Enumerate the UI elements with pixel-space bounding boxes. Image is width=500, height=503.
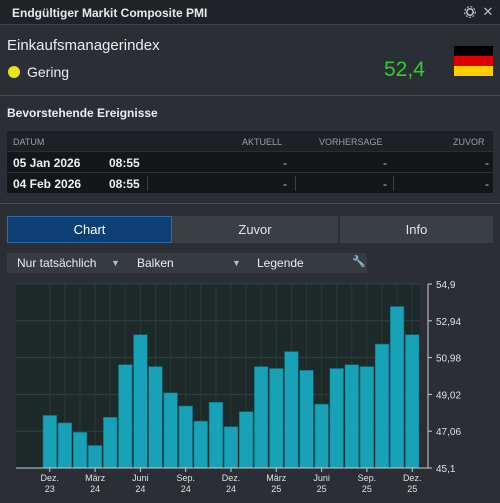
column-header-forecast: VORHERSAGE: [319, 137, 383, 147]
x-tick-label-year: 23: [45, 484, 55, 494]
chevron-down-icon[interactable]: ▼: [232, 258, 241, 268]
event-time: 08:55: [109, 177, 140, 191]
x-tick-label-month: Juni: [132, 473, 149, 483]
x-tick-label-year: 25: [317, 484, 327, 494]
chart-bar: [254, 366, 269, 469]
chart-bar: [314, 403, 329, 469]
chart-bar: [148, 366, 163, 469]
x-tick-label-month: Dez.: [222, 473, 241, 483]
x-tick-label-year: 24: [226, 484, 236, 494]
y-tick-label: 52,94: [436, 317, 461, 328]
x-tick-label-year: 25: [362, 484, 372, 494]
events-title: Bevorstehende Ereignisse: [7, 106, 158, 120]
event-date: 05 Jan 2026: [13, 156, 81, 170]
chart-style-dropdown[interactable]: Balken: [137, 256, 174, 270]
importance-label: Gering: [27, 64, 70, 80]
importance-rating: Gering: [8, 64, 69, 80]
chart-bar: [239, 411, 254, 469]
x-tick-label-month: Sep.: [358, 473, 377, 483]
chart-bar: [374, 343, 390, 469]
y-tick-label: 54,9: [436, 280, 456, 291]
cell-separator: [295, 176, 296, 191]
view-tabs: Chart Zuvor Info: [7, 216, 493, 243]
event-forecast: -: [383, 156, 387, 170]
chart-bar: [269, 368, 284, 469]
chart-bar: [389, 306, 405, 469]
indicator-value: 52,4: [384, 58, 425, 81]
chart-bar: [299, 370, 314, 469]
divider: [0, 95, 500, 96]
x-tick-label-month: Dez.: [41, 473, 60, 483]
x-tick-label-year: 25: [407, 484, 417, 494]
chart-bar: [163, 392, 178, 469]
chart-bar: [178, 405, 193, 469]
wrench-icon[interactable]: 🔧: [352, 256, 366, 268]
x-tick-label-year: 24: [135, 484, 145, 494]
chart-bar: [88, 445, 103, 469]
importance-dot-icon: [8, 66, 20, 78]
chart-bar: [359, 366, 375, 469]
x-tick-label-month: Sep.: [176, 473, 195, 483]
y-tick-label: 45,1: [436, 464, 456, 475]
divider: [0, 203, 500, 204]
tab-info[interactable]: Info: [340, 216, 493, 243]
chart-bar: [42, 415, 57, 469]
x-tick-label-year: 25: [271, 484, 281, 494]
chart-bar: [329, 368, 344, 469]
events-table: DATUM AKTUELL VORHERSAGE ZUVOR 05 Jan 20…: [7, 131, 493, 193]
x-tick-label-year: 24: [181, 484, 191, 494]
chart-bar: [223, 426, 239, 469]
events-table-header: DATUM AKTUELL VORHERSAGE ZUVOR: [7, 131, 493, 151]
event-forecast: -: [383, 177, 387, 191]
column-header-date: DATUM: [13, 137, 45, 147]
cell-separator: [147, 176, 148, 191]
y-tick-label: 49,02: [436, 390, 461, 401]
y-tick-label: 47,06: [436, 427, 461, 438]
chart-bar: [57, 422, 72, 469]
cell-separator: [393, 176, 394, 191]
table-row[interactable]: 05 Jan 2026 08:55 - - -: [7, 151, 493, 172]
indicator-name: Einkaufsmanagerindex: [7, 37, 160, 54]
x-tick-label-month: Juni: [313, 473, 330, 483]
event-date: 04 Feb 2026: [13, 177, 82, 191]
chart-bar: [344, 364, 359, 469]
column-header-previous: ZUVOR: [453, 137, 485, 147]
germany-flag-icon: [454, 46, 493, 76]
chart-bar: [118, 364, 133, 469]
window-titlebar: Endgültiger Markit Composite PMI ✕: [0, 0, 500, 25]
event-actual: -: [283, 177, 287, 191]
chart-bar: [103, 417, 118, 469]
chevron-down-icon[interactable]: ▼: [111, 258, 120, 268]
tab-previous[interactable]: Zuvor: [172, 216, 340, 243]
close-icon[interactable]: ✕: [482, 4, 494, 19]
column-header-actual: AKTUELL: [242, 137, 283, 147]
chart-bar: [133, 334, 148, 469]
event-previous: -: [485, 156, 489, 170]
event-actual: -: [283, 156, 287, 170]
x-tick-label-year: 24: [90, 484, 100, 494]
chart-bar: [208, 401, 224, 469]
window-settings-icon[interactable]: [462, 4, 478, 20]
chart-bar: [405, 334, 420, 469]
window-title: Endgültiger Markit Composite PMI: [12, 6, 208, 20]
x-tick-label-month: März: [85, 473, 105, 483]
chart-controls: Nur tatsächlich ▼ Balken ▼ Legende 🔧: [7, 253, 367, 273]
tab-chart[interactable]: Chart: [7, 216, 172, 243]
pmi-bar-chart: 54,952,9450,9849,0247,0645,1Dez.23März24…: [16, 280, 461, 494]
chart-bar: [193, 420, 208, 469]
x-tick-label-month: Dez.: [403, 473, 422, 483]
y-tick-label: 50,98: [436, 354, 461, 365]
x-tick-label-month: März: [266, 473, 286, 483]
chart-bar: [72, 432, 88, 469]
event-time: 08:55: [109, 156, 140, 170]
legend-toggle[interactable]: Legende: [257, 256, 304, 270]
filter-dropdown[interactable]: Nur tatsächlich: [17, 256, 97, 270]
table-row[interactable]: 04 Feb 2026 08:55 - - -: [7, 172, 493, 193]
event-previous: -: [485, 177, 489, 191]
chart-bar: [284, 351, 299, 469]
